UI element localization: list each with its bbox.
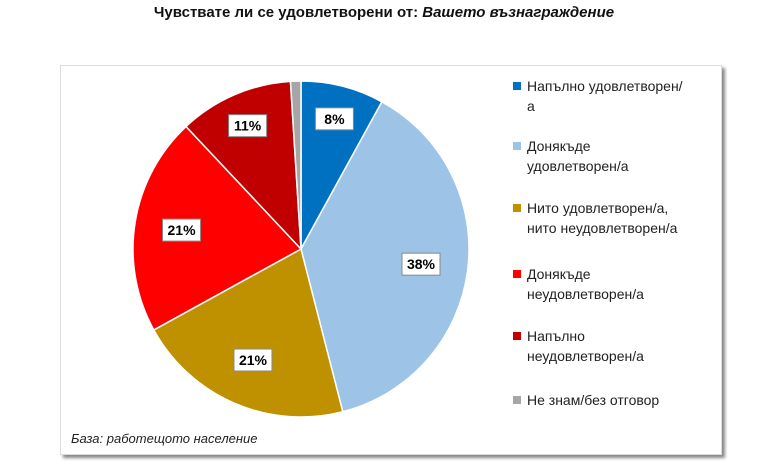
label-text: 38%	[407, 256, 436, 272]
legend-label: Донякъде удовлетворен/а	[527, 138, 629, 174]
pie-slice	[300, 100, 470, 413]
label-text: 21%	[168, 222, 197, 238]
legend-swatch	[513, 82, 521, 90]
legend-swatch	[513, 204, 521, 212]
legend-item: Нито удовлетворен/а, нито неудовлетворен…	[513, 198, 687, 238]
pie-chart: 8% 38% 21% 21% 11%	[132, 80, 470, 418]
legend-label: Не знам/без отговор	[527, 392, 660, 408]
data-label: 21%	[162, 218, 202, 242]
pie-slice	[289, 80, 302, 250]
pie-slice	[152, 247, 344, 418]
legend-label: Напълно удовлетворен/а	[527, 78, 683, 114]
legend-swatch	[513, 142, 521, 150]
chart-area: 8% 38% 21% 21% 11% Напълно удовлетворен/а Дон…	[60, 65, 722, 455]
data-label: 11%	[228, 114, 268, 138]
data-label: 38%	[401, 252, 441, 276]
legend-swatch	[513, 332, 521, 340]
legend-label: Нито удовлетворен/а, нито неудовлетворен…	[527, 200, 678, 236]
label-box	[314, 107, 354, 131]
pie-slice	[132, 125, 303, 331]
data-label: 21%	[233, 348, 273, 372]
label-box	[401, 252, 441, 276]
pie-slice	[184, 80, 302, 252]
legend-label: Донякъде неудовлетворен/а	[527, 266, 644, 302]
legend-swatch	[513, 270, 521, 278]
title-prefix: Чувствате ли се удовлетворени от:	[153, 4, 419, 21]
legend-item: Напълно неудовлетворен/а	[513, 326, 687, 366]
label-text: 11%	[234, 118, 262, 134]
legend-item: Не знам/без отговор	[513, 390, 687, 410]
legend-label: Напълно неудовлетворен/а	[527, 328, 644, 364]
chart-title: Чувствате ли се удовлетворени от: Вашето…	[0, 4, 768, 21]
legend-item: Напълно удовлетворен/а	[513, 76, 687, 116]
legend-swatch	[513, 396, 521, 404]
label-text: 8%	[324, 111, 345, 127]
label-text: 21%	[239, 352, 268, 368]
label-box	[228, 114, 268, 138]
base-note: База: работещото население	[71, 431, 258, 446]
legend-item: Донякъде неудовлетворен/а	[513, 264, 687, 304]
label-box	[233, 348, 273, 372]
data-label: 8%	[314, 107, 354, 131]
title-italic: Вашето възнаграждение	[422, 4, 615, 21]
label-box	[162, 218, 202, 242]
legend-item: Донякъде удовлетворен/а	[513, 136, 687, 176]
